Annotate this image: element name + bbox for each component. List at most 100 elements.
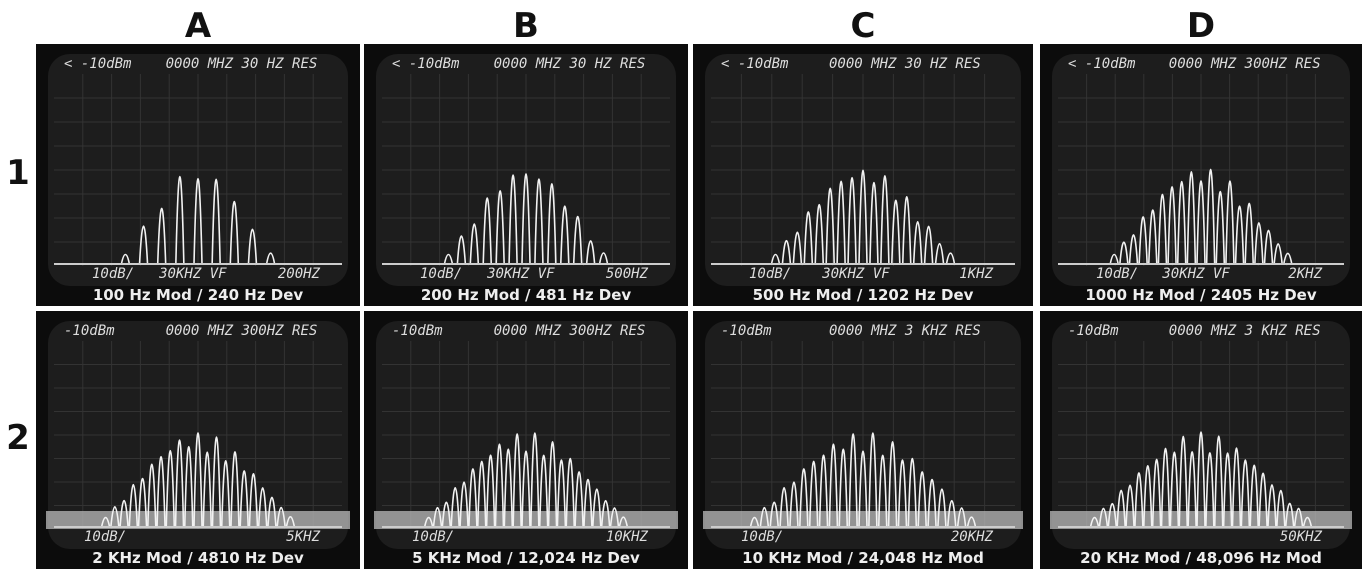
screen-photo: < -10dBm 0000 MHZ 30 HZ RES 10dB/30KHZ VF 1… — [693, 44, 1033, 306]
spectral-line — [257, 487, 268, 528]
caption: 5 KHz Mod / 12,024 Hz Dev — [412, 549, 640, 567]
spectral-line — [265, 252, 276, 265]
spectral-line — [1283, 252, 1293, 265]
spectral-line — [1244, 202, 1255, 265]
spectral-line — [803, 211, 814, 265]
spectral-line — [120, 253, 131, 265]
spectral-line — [808, 460, 819, 528]
center-frequency: 0000 MHZ 300HZ RES — [493, 323, 646, 339]
spectral-line — [276, 506, 286, 528]
center-frequency: 0000 MHZ 3 KHZ RES — [829, 323, 981, 339]
spectral-line — [1107, 503, 1118, 528]
spectral-line — [138, 225, 149, 265]
spectral-line — [538, 454, 549, 528]
spectral-line — [110, 505, 120, 528]
spectral-line — [193, 432, 203, 528]
spectral-line — [770, 253, 781, 265]
spectral-line — [137, 477, 148, 528]
column-label: C — [850, 6, 876, 46]
spectral-line — [1089, 516, 1100, 528]
spectral-line — [1273, 243, 1283, 265]
spectral-line — [749, 516, 760, 528]
spectral-line — [1142, 465, 1153, 528]
spectral-line — [877, 454, 888, 528]
spectral-line — [1263, 229, 1274, 265]
screen-photo: < -10dBm 0000 MHZ 30 HZ RES 10dB/30KHZ VF 5… — [364, 44, 688, 306]
spectral-line — [165, 450, 176, 528]
spectral-line — [792, 231, 803, 265]
spectral-line — [927, 478, 937, 528]
spectral-line — [1119, 241, 1129, 265]
spectral-line — [1205, 452, 1215, 528]
spectral-line — [1178, 435, 1189, 528]
screen-photo: -10dBm 0000 MHZ 300HZ RES 10dB/10KHZ 5 KHz … — [364, 311, 688, 569]
spectral-line — [907, 457, 918, 528]
spectral-line — [503, 448, 514, 528]
span: 10KHZ — [605, 529, 648, 545]
caption: 500 Hz Mod / 1202 Hz Dev — [752, 286, 974, 304]
spectral-line — [799, 468, 809, 528]
spectral-line — [1225, 180, 1235, 265]
spectral-line — [1187, 451, 1197, 528]
scale: 10dB/ — [741, 529, 784, 545]
spectral-line — [917, 471, 927, 528]
spectral-line — [247, 228, 258, 265]
spectral-line — [423, 516, 434, 528]
spectral-line — [600, 500, 611, 528]
row-label: 2 — [6, 418, 30, 458]
spectral-line — [1176, 181, 1187, 265]
spectral-line — [1128, 234, 1139, 265]
reference-level: -10dBm — [1068, 323, 1119, 339]
spectral-line — [598, 252, 609, 265]
center-frequency: 0000 MHZ 30 HZ RES — [829, 56, 981, 72]
spectral-line — [547, 441, 558, 528]
span: 50KHZ — [1279, 529, 1322, 545]
spectral-line — [211, 436, 222, 528]
center-frequency: 0000 MHZ 300HZ RES — [165, 323, 318, 339]
spectral-line — [193, 177, 203, 265]
scale: 10dB/ — [749, 266, 792, 282]
center-frequency: 0000 MHZ 30 HZ RES — [493, 56, 646, 72]
spectral-line — [156, 455, 166, 528]
spectral-line — [1254, 222, 1264, 265]
spectral-line — [828, 443, 839, 528]
row-label: 1 — [6, 153, 30, 193]
reference-level: < -10dBm — [721, 56, 789, 72]
spectral-line — [1215, 190, 1226, 265]
spectral-line — [1160, 447, 1171, 528]
spectral-line — [1147, 209, 1158, 265]
caption: 10 KHz Mod / 24,048 Hz Mod — [742, 549, 984, 567]
spectral-line — [923, 225, 934, 265]
scale: 10dB/ — [412, 529, 455, 545]
reference-level: < -10dBm — [64, 56, 132, 72]
spectral-line — [1196, 180, 1206, 265]
spectral-line — [175, 175, 185, 265]
spectral-line — [572, 215, 583, 265]
spectral-line — [1222, 452, 1233, 528]
spectral-line — [1284, 502, 1295, 528]
caption: 2 KHz Mod / 4810 Hz Dev — [92, 549, 304, 567]
spectral-line — [880, 175, 890, 265]
reference-level: -10dBm — [721, 323, 772, 339]
spectral-line — [534, 178, 544, 265]
spectral-line — [508, 174, 518, 265]
spectral-line — [869, 182, 879, 265]
caption: 200 Hz Mod / 481 Hz Dev — [420, 286, 632, 304]
spectral-line — [565, 457, 576, 528]
spectral-line — [174, 439, 185, 528]
spectral-line — [937, 488, 947, 528]
spectral-line — [891, 199, 901, 265]
spectral-line — [583, 478, 593, 528]
spectral-line — [847, 176, 857, 265]
spectral-line — [1169, 451, 1180, 528]
span: 20KHZ — [950, 529, 993, 545]
spectral-line — [1205, 168, 1216, 265]
spectrum — [705, 54, 1021, 286]
spectral-line — [945, 252, 956, 265]
spectral-line — [1213, 435, 1224, 528]
video-filter: 30KHZ VF — [159, 266, 227, 282]
spectral-line — [128, 484, 139, 528]
screen-photo: < -10dBm 0000 MHZ 30 HZ RES 10dB/30KHZ VF 2… — [36, 44, 360, 306]
spectrum — [703, 321, 1023, 549]
